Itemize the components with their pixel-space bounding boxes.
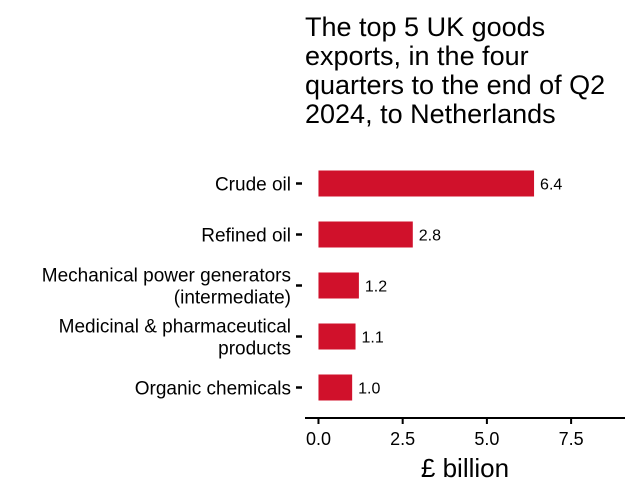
bar-1 — [318, 221, 413, 248]
category-label-2-0: Mechanical power generators — [42, 266, 291, 287]
x-tick-label-0: 0.0 — [306, 429, 331, 449]
value-label-2: 1.2 — [365, 279, 387, 296]
category-label-3-1: products — [218, 339, 291, 360]
x-axis-title: £ billion — [421, 453, 509, 480]
value-label-0: 6.4 — [540, 177, 562, 194]
chart-title-line-2: exports, in the four — [305, 41, 529, 71]
category-label-4-0: Organic chemicals — [135, 379, 291, 400]
value-label-1: 2.8 — [419, 228, 441, 245]
category-label-0-0: Crude oil — [215, 175, 291, 196]
x-tick-label-2: 5.0 — [474, 429, 499, 449]
value-label-3: 1.1 — [362, 330, 384, 347]
bar-4 — [318, 374, 353, 401]
chart-title-line-1: The top 5 UK goods — [305, 12, 545, 42]
category-label-2-1: (intermediate) — [174, 288, 291, 309]
x-axis: 0.0 2.5 5.0 7.5 — [305, 417, 625, 449]
category-label-1-0: Refined oil — [201, 226, 291, 247]
chart-title-line-3: quarters to the end of Q2 — [305, 70, 605, 100]
bars-layer — [318, 170, 535, 401]
category-label-3-0: Medicinal & pharmaceutical — [59, 317, 291, 338]
bar-0 — [318, 170, 535, 197]
x-tick-label-3: 7.5 — [559, 429, 584, 449]
value-label-4: 1.0 — [358, 381, 380, 398]
chart-title-line-4: 2024, to Netherlands — [305, 99, 556, 129]
category-labels: Crude oil Refined oil Mechanical power gen… — [42, 175, 302, 400]
value-labels: 6.4 2.8 1.2 1.1 1.0 — [358, 177, 562, 398]
x-tick-label-1: 2.5 — [390, 429, 415, 449]
bar-3 — [318, 323, 356, 350]
bar-2 — [318, 272, 359, 299]
